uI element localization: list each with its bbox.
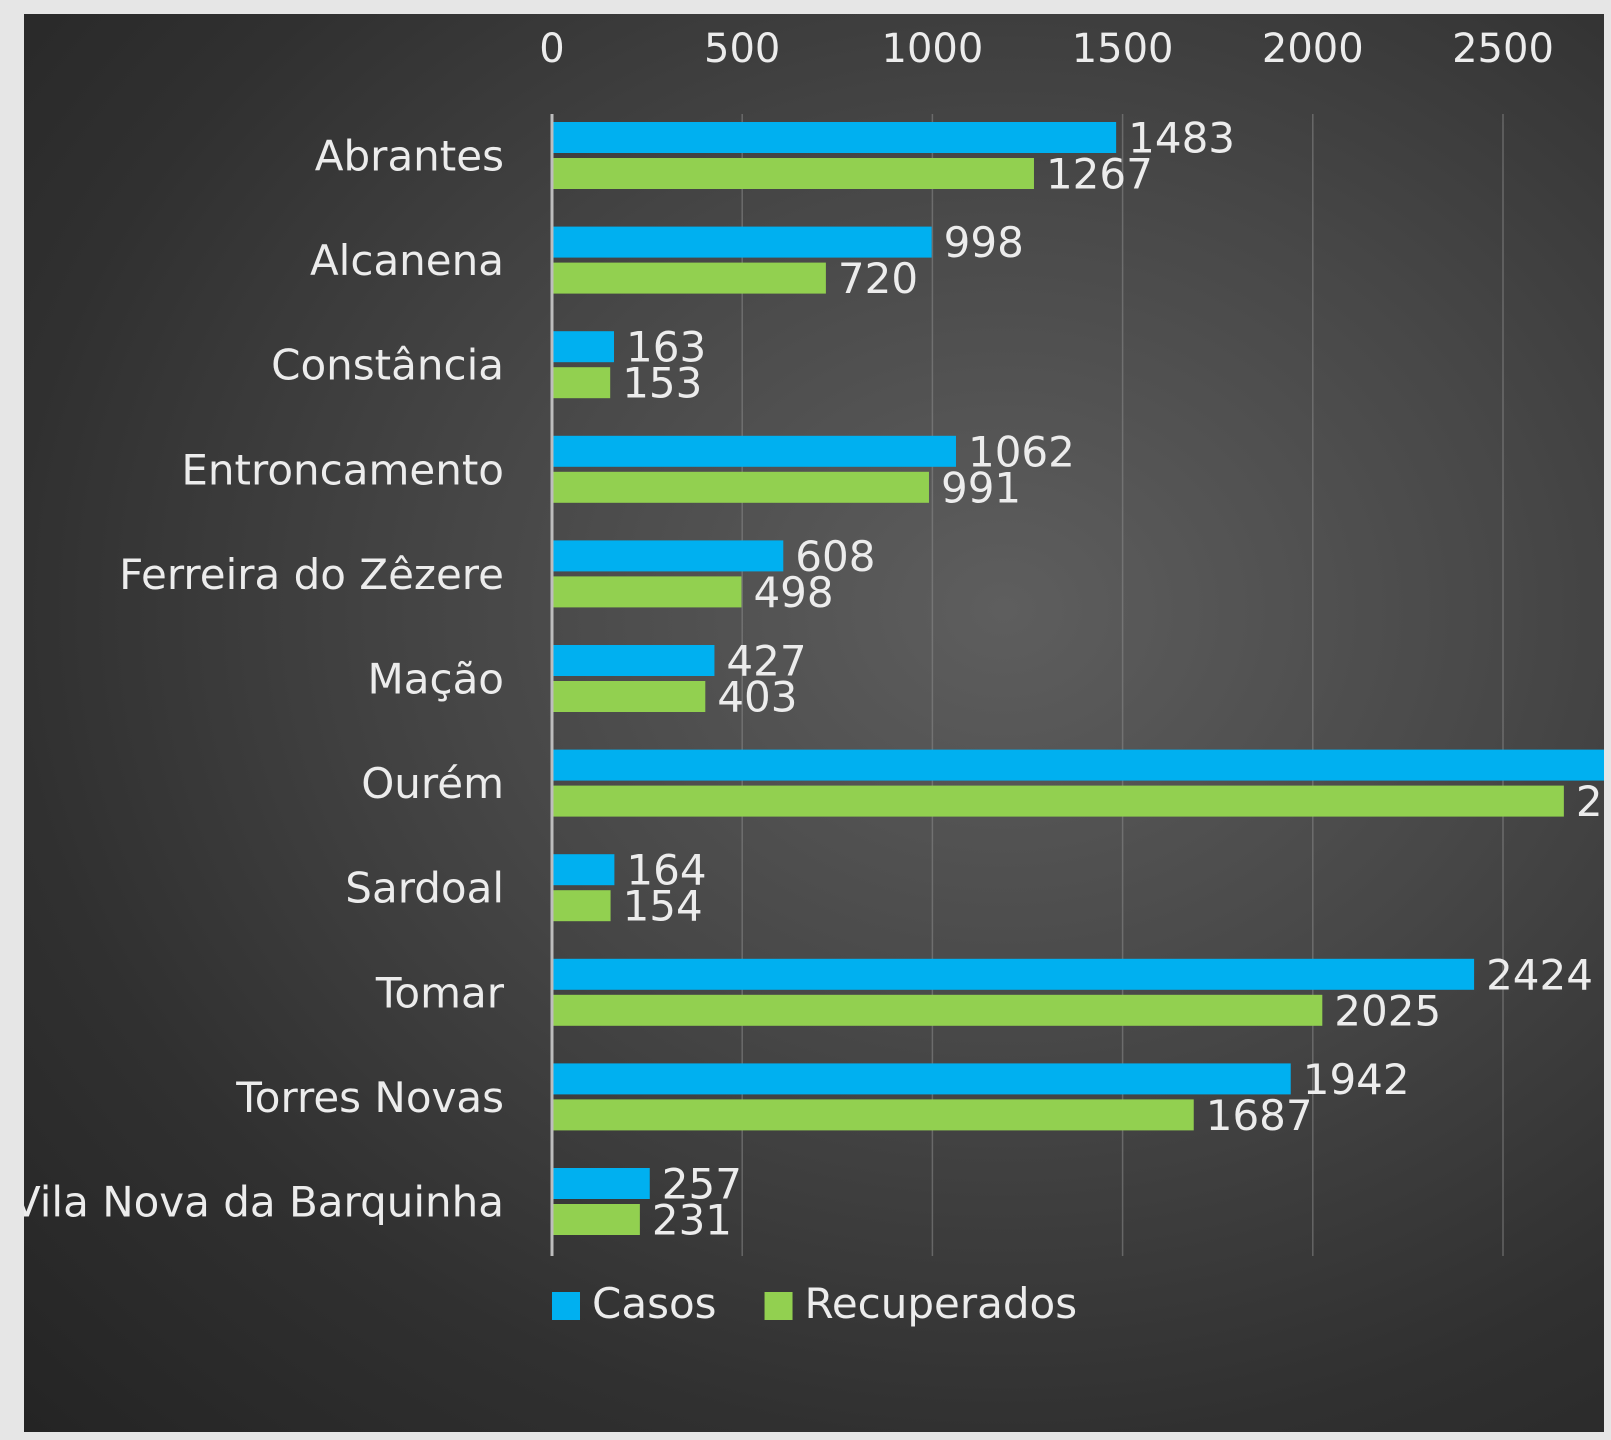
bar-recuperados	[552, 681, 706, 712]
x-tick-label: 1500	[1072, 26, 1174, 72]
data-label: 1687	[1206, 1091, 1313, 1140]
bar-casos	[552, 1063, 1291, 1095]
data-label: 231	[652, 1196, 732, 1245]
x-tick-label: 500	[704, 26, 780, 72]
data-label: 998	[944, 218, 1024, 267]
bar-recuperados	[552, 158, 1034, 189]
data-label: 257	[662, 1160, 742, 1209]
bar-recuperados	[552, 471, 929, 503]
data-label: 153	[622, 359, 702, 408]
data-label: 1062	[968, 427, 1075, 476]
chart-frame: 0500100015002000250030003500 AbrantesAlc…	[24, 14, 1604, 1432]
bar-casos	[552, 749, 1604, 781]
category-labels: Abrantes Alcanena Constância Entroncamento F…	[24, 132, 505, 1227]
data-label: 2424	[1486, 950, 1593, 999]
category-label: Vila Nova da Barquinha	[24, 1178, 504, 1227]
data-label: 1942	[1303, 1055, 1410, 1104]
category-label: Abrantes	[315, 132, 504, 181]
category-label: Ourém	[361, 759, 504, 808]
category-label: Constância	[271, 341, 504, 390]
bar-recuperados	[552, 1099, 1194, 1131]
category-label: Entroncamento	[181, 445, 504, 494]
category-label: Sardoal	[345, 864, 504, 913]
bar-recuperados	[552, 994, 1323, 1026]
bar-casos	[552, 122, 1117, 153]
category-label: Mação	[368, 655, 505, 704]
bar-casos	[552, 331, 615, 363]
x-tick-label: 2500	[1452, 26, 1554, 72]
bar-recuperados	[552, 576, 742, 608]
category-label: Ferreira do Zêzere	[119, 550, 504, 599]
legend-label: Recuperados	[805, 1279, 1078, 1328]
legend: Casos Recuperados	[552, 1279, 1077, 1328]
bar-recuperados	[552, 367, 611, 399]
bars	[552, 122, 1604, 1235]
legend-label: Casos	[592, 1279, 717, 1328]
data-label: 1267	[1046, 150, 1153, 199]
data-label: 163	[626, 323, 706, 372]
data-label: 2025	[1334, 986, 1441, 1035]
legend-swatch	[764, 1292, 793, 1320]
data-label: 1483	[1128, 114, 1235, 163]
data-label: 720	[838, 254, 918, 303]
bar-recuperados	[552, 1204, 640, 1235]
bar-casos	[552, 854, 615, 886]
bar-casos	[552, 226, 932, 258]
x-tick-label: 0	[539, 26, 564, 72]
category-label: Tomar	[375, 968, 505, 1017]
data-label: 2660	[1576, 777, 1604, 826]
bar-casos	[552, 435, 956, 467]
data-label: 427	[726, 637, 806, 686]
data-label: 498	[753, 568, 833, 617]
data-label: 154	[623, 882, 703, 931]
bar-casos	[552, 645, 715, 676]
bar-casos	[552, 1168, 650, 1199]
x-tick-label: 2000	[1262, 26, 1364, 72]
bar-casos	[552, 958, 1475, 990]
category-label: Alcanena	[310, 236, 504, 285]
data-label: 991	[941, 463, 1021, 512]
data-label: 608	[795, 532, 875, 581]
x-axis-ticks: 0500100015002000250030003500	[539, 26, 1554, 72]
legend-swatch	[552, 1292, 580, 1320]
bar-chart: 0500100015002000250030003500 AbrantesAlc…	[24, 26, 1604, 1328]
bar-recuperados	[552, 890, 611, 922]
data-label: 403	[717, 673, 797, 722]
bar-recuperados	[552, 262, 826, 294]
bar-casos	[552, 540, 784, 572]
category-label: Torres Novas	[235, 1073, 504, 1122]
bar-recuperados	[552, 785, 1564, 817]
x-tick-label: 1000	[882, 26, 984, 72]
data-label: 164	[626, 846, 706, 895]
